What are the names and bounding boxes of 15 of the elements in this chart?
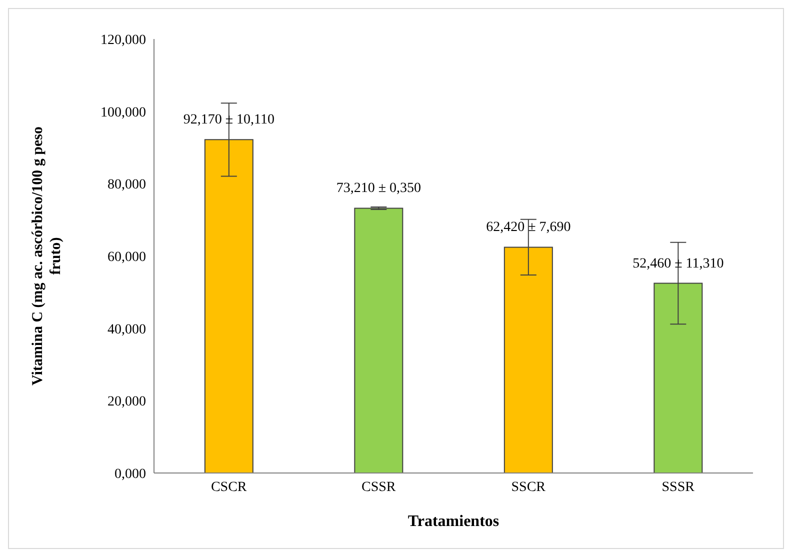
- y-tick-label: 0,000: [114, 466, 146, 482]
- x-tick-label: SSCR: [511, 480, 546, 495]
- y-tick-label: 20,000: [108, 394, 146, 410]
- y-axis-title: Vitamina C (mg ac. ascórbico/100 g peso fruto): [30, 126, 64, 386]
- x-tick-label: CSSR: [362, 480, 396, 495]
- x-tick-label: CSCR: [210, 480, 248, 495]
- bar: [354, 208, 404, 473]
- x-axis-title: Tratamientos: [408, 513, 500, 530]
- y-tick-label: 40,000: [108, 322, 146, 338]
- y-tick-label: 80,000: [108, 178, 146, 193]
- x-tick-label: SSSR: [662, 480, 696, 495]
- data-label: 73,210 ± 0,350: [336, 181, 422, 196]
- y-tick-label: 120,000: [100, 32, 146, 48]
- y-tick-label: 60,000: [108, 250, 146, 265]
- y-tick-label: 100,000: [100, 105, 146, 120]
